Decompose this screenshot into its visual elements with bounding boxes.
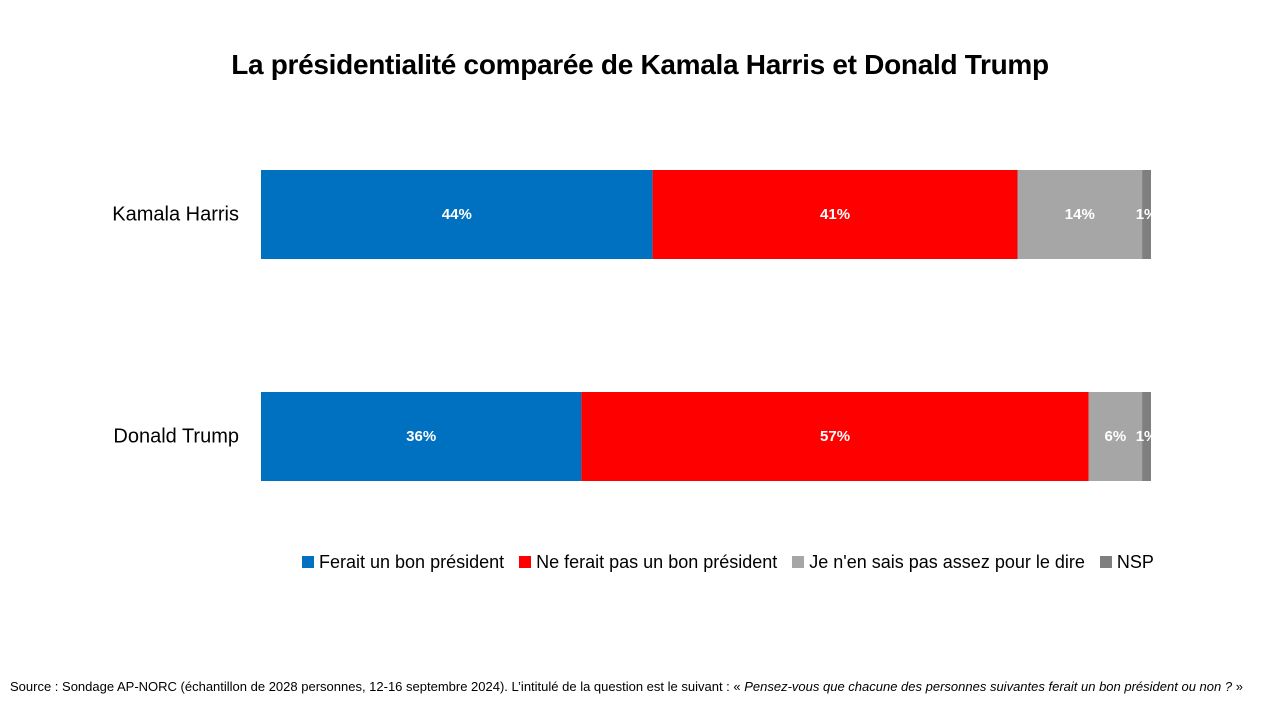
legend-swatch bbox=[302, 556, 314, 568]
data-label-kamala-harris-ferait-un-bon-president: 44% bbox=[442, 206, 472, 223]
legend-swatch bbox=[792, 556, 805, 568]
data-label-donald-trump-je-n-en-sais-pas-assez-pour-le-dire: 6% bbox=[1105, 428, 1127, 445]
legend-label: Ferait un bon président bbox=[319, 551, 505, 572]
data-label-kamala-harris-je-n-en-sais-pas-assez-pour-le-dire: 14% bbox=[1065, 206, 1095, 223]
data-label-kamala-harris-nsp: 1% bbox=[1136, 206, 1158, 223]
bar-segment-donald-trump-je-n-en-sais-pas-assez-pour-le-dire bbox=[1088, 392, 1143, 481]
source-question: Pensez-vous que chacune des personnes su… bbox=[744, 679, 1233, 694]
legend-label: NSP bbox=[1116, 551, 1154, 572]
bar-segment-donald-trump-nsp bbox=[1142, 392, 1151, 481]
data-label-donald-trump-ferait-un-bon-president: 36% bbox=[406, 428, 436, 445]
data-label-donald-trump-ne-ferait-pas-un-bon-president: 57% bbox=[820, 428, 850, 445]
source-note: Source : Sondage AP-NORC (échantillon de… bbox=[10, 678, 1265, 696]
legend-swatch bbox=[519, 556, 532, 568]
legend-swatch bbox=[1099, 556, 1112, 568]
category-label-donald-trump: Donald Trump bbox=[113, 426, 239, 448]
bar-segment-donald-trump-ferait-un-bon-president bbox=[261, 392, 582, 481]
source-prefix: Source : Sondage AP-NORC (échantillon de… bbox=[10, 679, 745, 694]
chart-legend: Ferait un bon président Ne ferait pas un … bbox=[302, 549, 1154, 575]
data-label-kamala-harris-ne-ferait-pas-un-bon-president: 41% bbox=[820, 206, 850, 223]
legend-item-je-n-en-sais-pas-assez-pour-le-dire: Je n'en sais pas assez pour le dire bbox=[792, 552, 1085, 573]
legend-label: Ne ferait pas un bon président bbox=[536, 551, 778, 572]
plot-area: Kamala Harris 44% 41% 14% 1% Donald Trump 36% 5… bbox=[112, 170, 1157, 481]
source-suffix: » bbox=[1232, 679, 1243, 694]
bar-segment-kamala-harris-ferait-un-bon-president bbox=[261, 170, 653, 259]
bar-segment-kamala-harris-je-n-en-sais-pas-assez-pour-le-dire bbox=[1017, 170, 1143, 259]
bar-segment-kamala-harris-nsp bbox=[1142, 170, 1151, 259]
category-label-kamala-harris: Kamala Harris bbox=[112, 204, 239, 226]
legend-item-ne-ferait-pas-un-bon-president: Ne ferait pas un bon président bbox=[519, 552, 777, 573]
chart-title: La présidentialité comparée de Kamala Ha… bbox=[231, 49, 1049, 80]
bar-segment-donald-trump-ne-ferait-pas-un-bon-president bbox=[581, 392, 1089, 481]
legend-item-nsp: NSP bbox=[1099, 551, 1154, 573]
bar-segment-kamala-harris-ne-ferait-pas-un-bon-president bbox=[652, 170, 1018, 259]
legend-item-ferait-un-bon-president: Ferait un bon président bbox=[302, 552, 504, 573]
data-label-donald-trump-nsp: 1% bbox=[1136, 428, 1158, 445]
legend-label: Je n'en sais pas assez pour le dire bbox=[809, 551, 1085, 572]
